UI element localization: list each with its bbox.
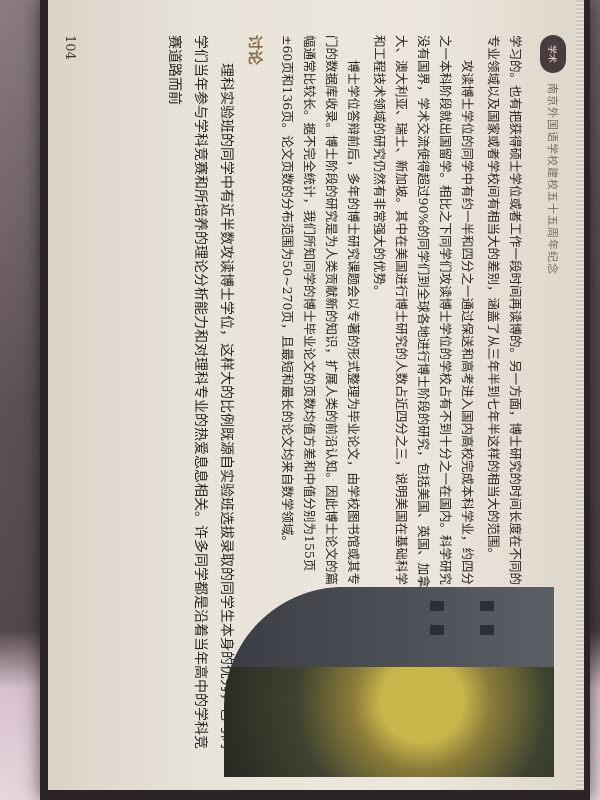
paragraph: 学习的。也有把获得硕士学位或者工作一段时间再读博的。另一方面，博士研究的时间长度… [486, 35, 523, 586]
window-shape [430, 601, 444, 611]
paragraph: 博士学位答辩前后，多年的博士研究课题会以专著的形式整理为毕业论文，由学校图书馆或… [280, 35, 361, 586]
book-page: 学术 南京外国语学校建校五十五周年纪念 学习的。也有把获得硕士学位或者工作一段时… [48, 0, 584, 790]
body-text: 学习的。也有把获得硕士学位或者工作一段时间再读博的。另一方面，博士研究的时间长度… [272, 35, 526, 595]
campus-photo [224, 587, 554, 777]
page-edge [576, 0, 584, 790]
page-number: 104 [62, 35, 77, 60]
section-badge: 学术 [540, 35, 566, 73]
window-shape [480, 625, 494, 635]
building-image [224, 587, 554, 667]
rotated-page-content: 学术 南京外国语学校建校五十五周年纪念 学习的。也有把获得硕士学位或者工作一段时… [48, 0, 584, 790]
window-shape [480, 601, 494, 611]
running-head: 南京外国语学校建校五十五周年纪念 [546, 83, 559, 275]
window-shape [430, 625, 444, 635]
paragraph: 攻读博士学位的同学中有约一半和四分之一通过保送和高考进入国内高校完成本科学业，约… [372, 35, 475, 588]
